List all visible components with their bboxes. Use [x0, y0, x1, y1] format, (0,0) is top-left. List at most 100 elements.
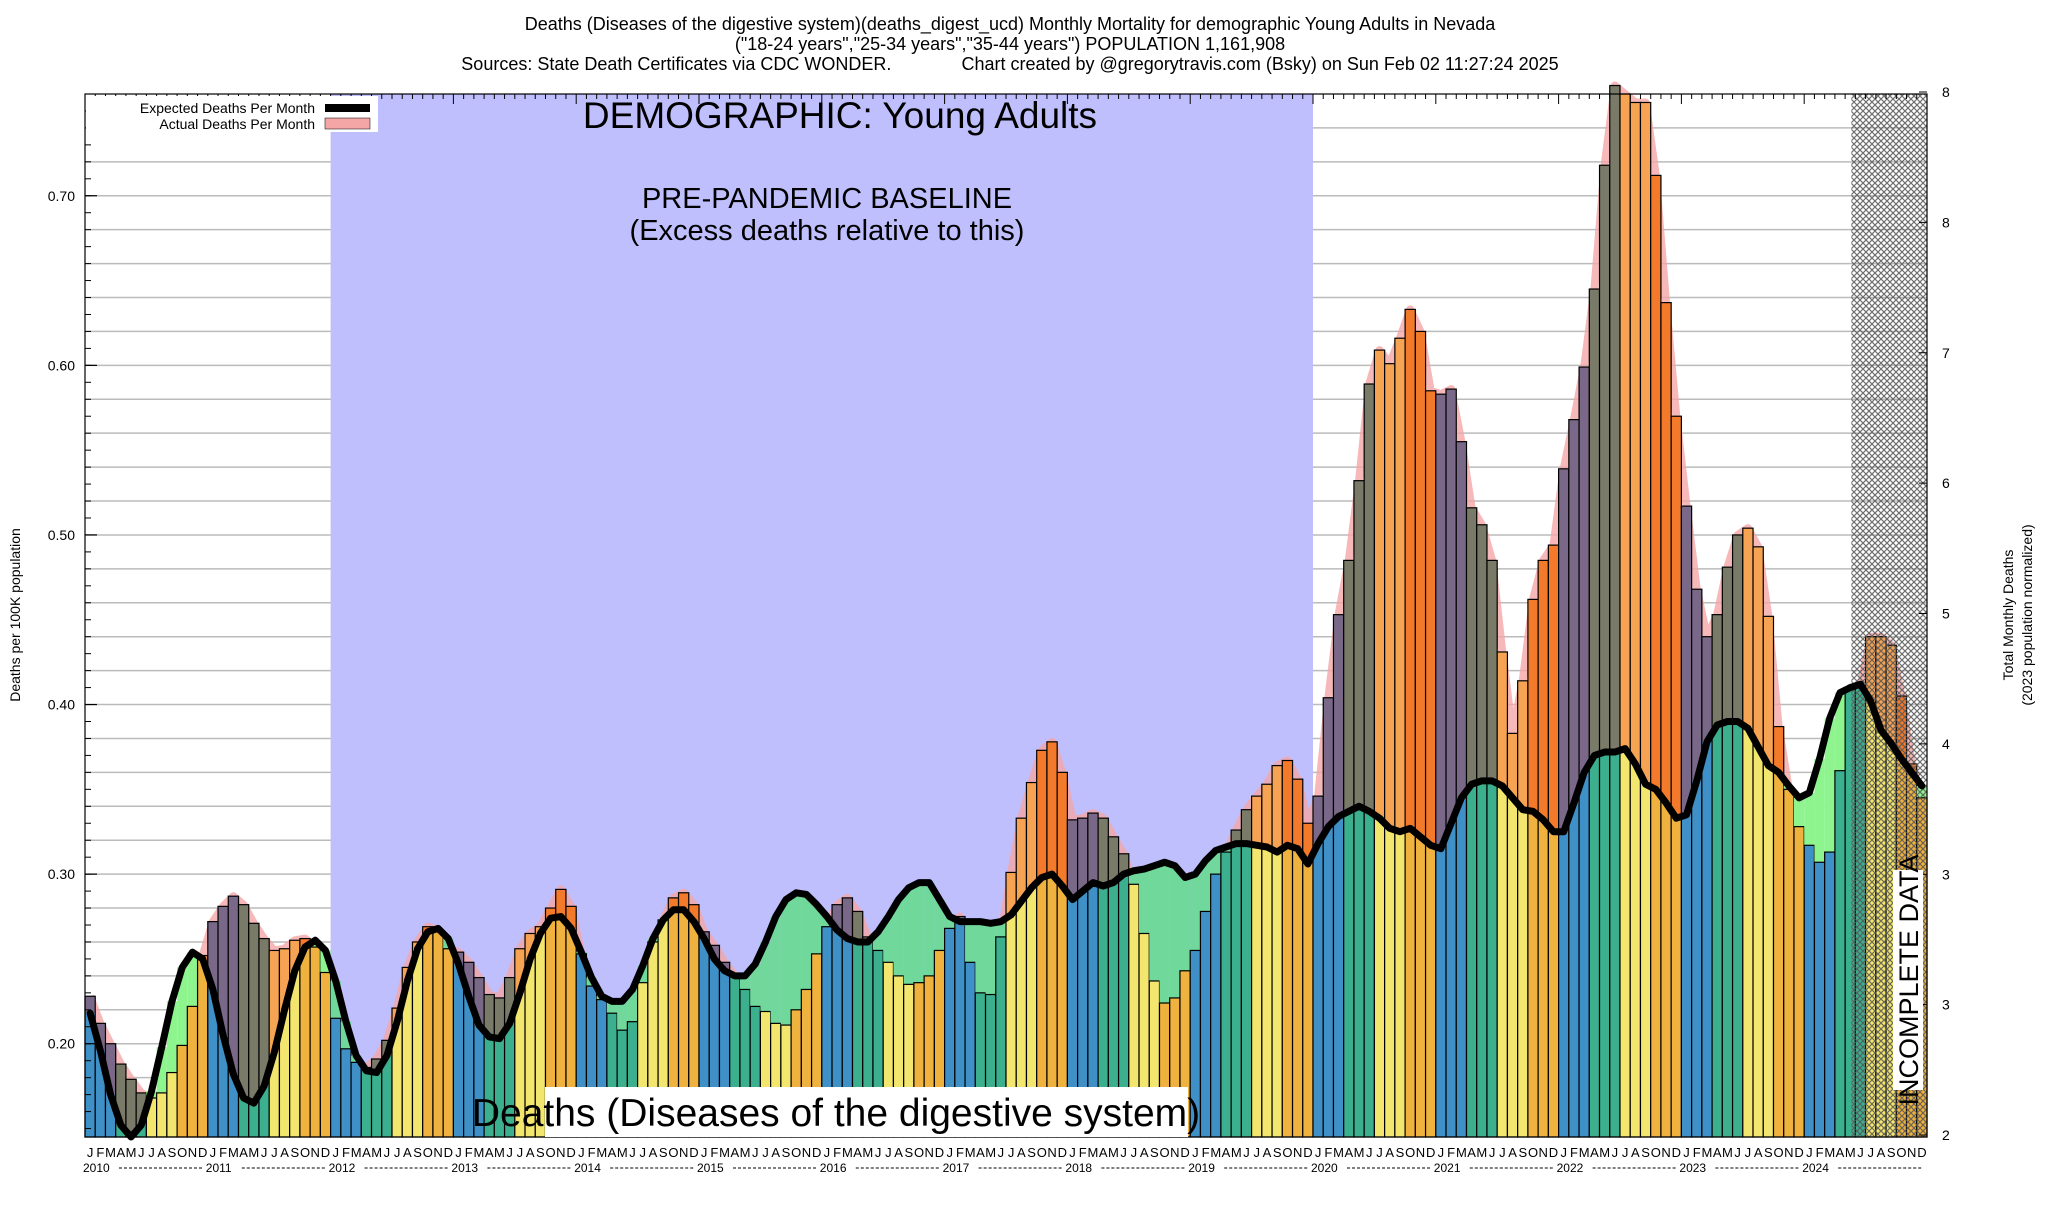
bar-base-2018-08	[1139, 933, 1150, 1137]
bar-base-2014-06	[627, 1021, 638, 1137]
month-label: M	[1456, 1145, 1467, 1160]
month-label: J	[629, 1145, 636, 1160]
bar-base-2013-02	[463, 996, 474, 1137]
month-label: N	[1907, 1145, 1916, 1160]
bar-excess-2020-09	[1394, 338, 1406, 832]
bar-base-2010-08	[156, 1092, 167, 1137]
bar-base-2023-05	[1722, 721, 1733, 1137]
bar-base-2015-08	[770, 1023, 781, 1137]
month-label: A	[976, 1145, 985, 1160]
month-label: J	[138, 1145, 145, 1160]
month-label: J	[210, 1145, 217, 1160]
bar-base-2011-05	[248, 1103, 259, 1137]
bar-base-2010-02	[95, 1050, 106, 1137]
bar-excess-2022-05	[1599, 165, 1610, 753]
month-label: J	[1192, 1145, 1199, 1160]
bar-excess-2014-10	[668, 897, 679, 910]
bar-base-2021-10	[1527, 811, 1539, 1137]
month-label: J	[1376, 1145, 1383, 1160]
month-label: J	[762, 1145, 769, 1160]
bar-excess-2023-03	[1701, 636, 1713, 742]
deficit-fill-2010-11	[187, 952, 198, 1007]
bar-base-2015-09	[780, 1025, 792, 1137]
bar-base-2023-12	[1793, 826, 1805, 1137]
month-label: D	[1303, 1145, 1312, 1160]
bar-base-2024-02	[1814, 862, 1825, 1137]
bar-base-2022-04	[1589, 755, 1600, 1137]
bar-base-2012-01	[330, 1018, 341, 1137]
bar-excess-2019-06	[1241, 809, 1252, 844]
month-label: J	[885, 1145, 892, 1160]
bar-excess-2012-05	[371, 1058, 382, 1073]
bar-base-2020-03	[1333, 816, 1344, 1137]
deficit-fill-2019-03	[1210, 850, 1221, 875]
month-label: N	[1416, 1145, 1425, 1160]
bar-base-2023-08	[1753, 746, 1764, 1137]
bar-excess-2011-07	[269, 950, 280, 1053]
bar-base-2018-07	[1128, 884, 1140, 1137]
bar-excess-2010-02	[95, 1023, 106, 1051]
y-tick-label: 0.50	[48, 527, 75, 543]
month-label: J	[1131, 1145, 1138, 1160]
bar-base-2013-08	[525, 958, 536, 1137]
bar-excess-2021-03	[1456, 441, 1467, 798]
month-label: N	[802, 1145, 811, 1160]
bar-base-2015-10	[791, 1009, 802, 1137]
month-label: J	[1734, 1145, 1741, 1160]
deficit-fill-2024-01	[1804, 792, 1815, 846]
bar-base-2018-01	[1067, 899, 1078, 1137]
bar-base-2021-08	[1507, 797, 1518, 1137]
deficit-fill-2014-05	[617, 1001, 628, 1031]
bar-base-2019-05	[1231, 843, 1242, 1137]
month-label: D	[1058, 1145, 1067, 1160]
bar-base-2014-09	[658, 919, 669, 1137]
bar-base-2013-10	[545, 918, 556, 1137]
bar-excess-2013-03	[473, 977, 485, 1026]
bar-excess-2011-10	[299, 938, 311, 948]
month-label: M	[1845, 1145, 1856, 1160]
month-label: J	[517, 1145, 524, 1160]
month-label: D	[444, 1145, 453, 1160]
month-label: M	[248, 1145, 259, 1160]
month-label: F	[833, 1145, 841, 1160]
bar-base-2015-01	[699, 938, 710, 1137]
month-label: J	[1120, 1145, 1127, 1160]
bar-base-2023-04	[1712, 724, 1723, 1137]
month-label: O	[177, 1145, 187, 1160]
month-label: J	[946, 1145, 953, 1160]
y-axis-right-label-1: Total Monthly Deaths	[2000, 550, 2016, 681]
bar-base-2020-06	[1364, 811, 1375, 1137]
month-label: D	[321, 1145, 330, 1160]
legend-swatch-actual	[324, 117, 371, 130]
bar-base-2023-02	[1691, 780, 1702, 1137]
bar-excess-2013-08	[525, 933, 536, 959]
month-label: J	[752, 1145, 759, 1160]
month-label: M	[474, 1145, 485, 1160]
bar-excess-2023-06	[1732, 534, 1743, 722]
cause-label-box	[545, 1087, 1188, 1137]
bar-base-2021-11	[1538, 819, 1549, 1137]
month-label: A	[1590, 1145, 1599, 1160]
bar-base-2014-01	[576, 953, 587, 1137]
y-tick-label: 0.60	[48, 357, 75, 373]
month-label: D	[1917, 1145, 1926, 1160]
right-tick-label: 3	[1942, 997, 1950, 1013]
year-label: 2024	[1802, 1161, 1829, 1175]
month-label: A	[1385, 1145, 1394, 1160]
month-label: D	[1426, 1145, 1435, 1160]
month-label: F	[1079, 1145, 1087, 1160]
bar-excess-2023-01	[1681, 506, 1692, 815]
bar-excess-2023-02	[1691, 589, 1702, 781]
bar-base-2019-02	[1200, 911, 1211, 1137]
deficit-fill-2010-10	[177, 967, 188, 1046]
bar-base-2010-11	[187, 1006, 198, 1137]
month-label: O	[1774, 1145, 1784, 1160]
month-label: F	[96, 1145, 104, 1160]
month-label: A	[403, 1145, 412, 1160]
bar-base-2023-06	[1732, 721, 1743, 1137]
bar-base-2015-07	[760, 1011, 771, 1137]
month-label: A	[1508, 1145, 1517, 1160]
bar-excess-2014-11	[678, 892, 689, 910]
bar-base-2015-06	[750, 1006, 761, 1137]
bar-excess-2020-10	[1405, 309, 1416, 829]
